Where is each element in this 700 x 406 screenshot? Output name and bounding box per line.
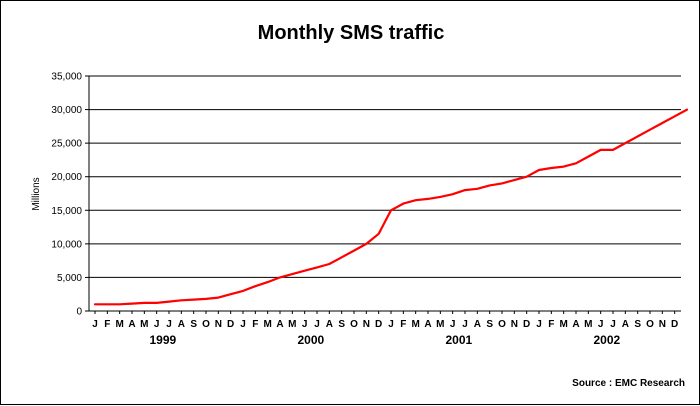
x-tick-label: O (646, 319, 654, 330)
x-tick-label: N (659, 319, 666, 330)
x-tick-label: M (140, 319, 148, 330)
x-tick-label: S (190, 319, 197, 330)
year-label: 2000 (297, 333, 324, 347)
x-tick-label: A (622, 319, 629, 330)
y-tick-label: 5,000 (57, 273, 82, 284)
x-tick-label: O (498, 319, 506, 330)
x-tick-label: O (202, 319, 210, 330)
year-label: 1999 (149, 333, 176, 347)
x-tick-label: M (436, 319, 444, 330)
x-tick-label: J (610, 319, 616, 330)
x-tick-label: M (263, 319, 271, 330)
series-line (93, 108, 689, 306)
gridlines (89, 75, 681, 278)
x-tick-label: O (350, 319, 358, 330)
y-tick-label: 0 (76, 307, 82, 318)
x-tick-label: D (375, 319, 382, 330)
y-tick-label: 10,000 (51, 239, 82, 250)
x-tick-label: F (400, 319, 406, 330)
x-tick-label: S (338, 319, 345, 330)
x-tick-label: J (92, 319, 98, 330)
x-tick-label: J (598, 319, 604, 330)
x-tick-label: D (227, 319, 234, 330)
x-tick-label: F (252, 319, 258, 330)
x-tick-label: N (363, 319, 370, 330)
x-tick-label: J (388, 319, 394, 330)
chart-title: Monthly SMS traffic (258, 22, 445, 44)
x-tick-label: A (424, 319, 431, 330)
x-tick-label: A (326, 319, 333, 330)
axes (88, 76, 681, 312)
x-tick-label: J (166, 319, 172, 330)
x-tick-label: J (450, 319, 456, 330)
x-tick-label: N (511, 319, 518, 330)
series-layer (93, 108, 689, 306)
x-tick-label: M (584, 319, 592, 330)
x-tick-label: S (486, 319, 493, 330)
x-tick-label: J (314, 319, 320, 330)
y-tick-label: 25,000 (51, 139, 82, 150)
x-tick-label: S (634, 319, 641, 330)
y-tick-label: 15,000 (51, 206, 82, 217)
x-tick-label: M (559, 319, 567, 330)
y-tick-label: 20,000 (51, 172, 82, 183)
source-note: Source : EMC Research (572, 378, 685, 389)
y-axis-ticks: 0 5,000 10,000 15,000 20,000 25,000 30,000 35,0… (51, 72, 89, 318)
x-tick-label: D (523, 319, 530, 330)
x-tick-label: N (215, 319, 222, 330)
x-tick-label: M (411, 319, 419, 330)
x-tick-label: J (462, 319, 468, 330)
x-tick-label: J (302, 319, 308, 330)
x-tick-label: D (671, 319, 678, 330)
x-tick-label: A (128, 319, 135, 330)
x-tick-label: A (474, 319, 481, 330)
y-tick-label: 35,000 (51, 72, 82, 83)
x-tick-label: A (178, 319, 185, 330)
x-tick-label: A (572, 319, 579, 330)
x-tick-label: F (104, 319, 110, 330)
x-tick-label: M (288, 319, 296, 330)
x-tick-label: J (536, 319, 542, 330)
x-tick-label: A (276, 319, 283, 330)
x-tick-label: J (240, 319, 246, 330)
year-label: 2001 (445, 333, 472, 347)
x-tick-label: F (548, 319, 554, 330)
year-label: 2002 (593, 333, 620, 347)
x-tick-label: J (154, 319, 160, 330)
y-tick-label: 30,000 (51, 105, 82, 116)
year-labels: 1999 2000 2001 2002 (149, 333, 620, 347)
x-tick-label: M (115, 319, 123, 330)
y-axis-label: Millions (31, 177, 42, 210)
